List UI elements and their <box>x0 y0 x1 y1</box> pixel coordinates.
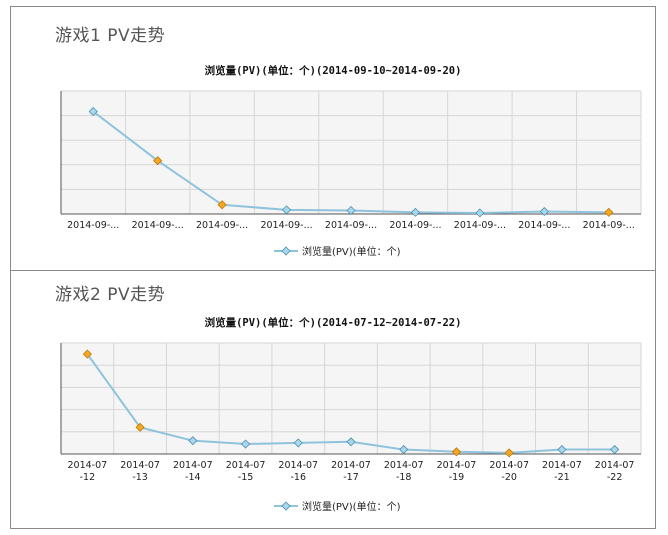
legend-marker <box>281 246 291 256</box>
data-point[interactable] <box>399 444 409 455</box>
data-point[interactable] <box>135 422 145 432</box>
x-tick-label: 2014-07 -21 <box>542 460 582 483</box>
x-tick-label: 2014-07 -19 <box>437 460 477 483</box>
data-point[interactable] <box>557 444 567 455</box>
plot-area <box>61 91 641 214</box>
x-tick-label: 2014-07 -16 <box>278 460 318 483</box>
line-chart-game1: 2014-09-... 2014-09-... 2014-09-... 2014-09… <box>60 90 642 258</box>
chart-panel-game1: 游戏1 PV走势 浏览量(PV)(单位：个)(2014-09-10~2014-0… <box>10 6 656 271</box>
x-tick-label: 2014-07 -14 <box>173 460 213 483</box>
chart-title: 浏览量(PV)(单位：个)(2014-07-12~2014-07-22) <box>204 317 462 329</box>
data-point[interactable] <box>82 349 92 359</box>
legend-label: 浏览量(PV)(单位：个) <box>302 245 401 258</box>
x-tick-label: 2014-09-... <box>518 220 570 231</box>
x-tick-label: 2014-09-... <box>132 220 184 231</box>
data-point[interactable] <box>188 436 198 446</box>
x-tick-label: 2014-07 -13 <box>120 460 160 483</box>
x-tick-label: 2014-07 -15 <box>226 460 266 483</box>
data-point[interactable] <box>281 205 292 215</box>
data-point[interactable] <box>217 200 227 210</box>
x-tick-label: 2014-07 -17 <box>331 460 371 483</box>
x-tick-label: 2014-09-... <box>67 220 119 231</box>
data-point[interactable] <box>410 207 421 217</box>
data-point[interactable] <box>451 447 462 457</box>
data-point[interactable] <box>240 439 251 449</box>
data-point[interactable] <box>539 206 549 217</box>
data-point[interactable] <box>610 444 620 455</box>
x-tick-label: 2014-09-... <box>389 220 441 231</box>
x-tick-label: 2014-07 -18 <box>384 460 424 483</box>
line-chart-game2: 2014-07 -12 2014-07 -13 2014-07 -14 2014-07 -15… <box>60 342 642 513</box>
x-tick-label: 2014-07 -22 <box>595 460 635 483</box>
chart-title: 浏览量(PV)(单位：个)(2014-09-10~2014-09-20) <box>204 65 462 77</box>
legend-label: 浏览量(PV)(单位：个) <box>302 500 401 513</box>
panel-title: 游戏1 PV走势 <box>55 26 166 46</box>
data-point[interactable] <box>346 205 356 216</box>
chart-panel-game2: 游戏2 PV走势 浏览量(PV)(单位：个)(2014-07-12~2014-0… <box>10 270 656 529</box>
data-point[interactable] <box>293 438 303 448</box>
x-tick-label: 2014-09-... <box>325 220 377 231</box>
x-tick-label: 2014-09-... <box>196 220 248 231</box>
x-tick-label: 2014-09-... <box>260 220 312 231</box>
plot-area <box>61 343 641 454</box>
panel-title: 游戏2 PV走势 <box>55 285 166 305</box>
data-point[interactable] <box>88 106 98 117</box>
data-point[interactable] <box>504 448 514 458</box>
data-point[interactable] <box>153 156 163 166</box>
x-tick-label: 2014-09-... <box>454 220 506 231</box>
x-tick-label: 2014-07 -20 <box>489 460 529 483</box>
x-tick-label: 2014-09-... <box>583 220 635 231</box>
legend-marker <box>281 501 291 511</box>
data-point[interactable] <box>475 208 485 218</box>
x-tick-label: 2014-07 -12 <box>68 460 108 483</box>
data-point[interactable] <box>346 437 356 447</box>
data-point[interactable] <box>604 207 614 217</box>
